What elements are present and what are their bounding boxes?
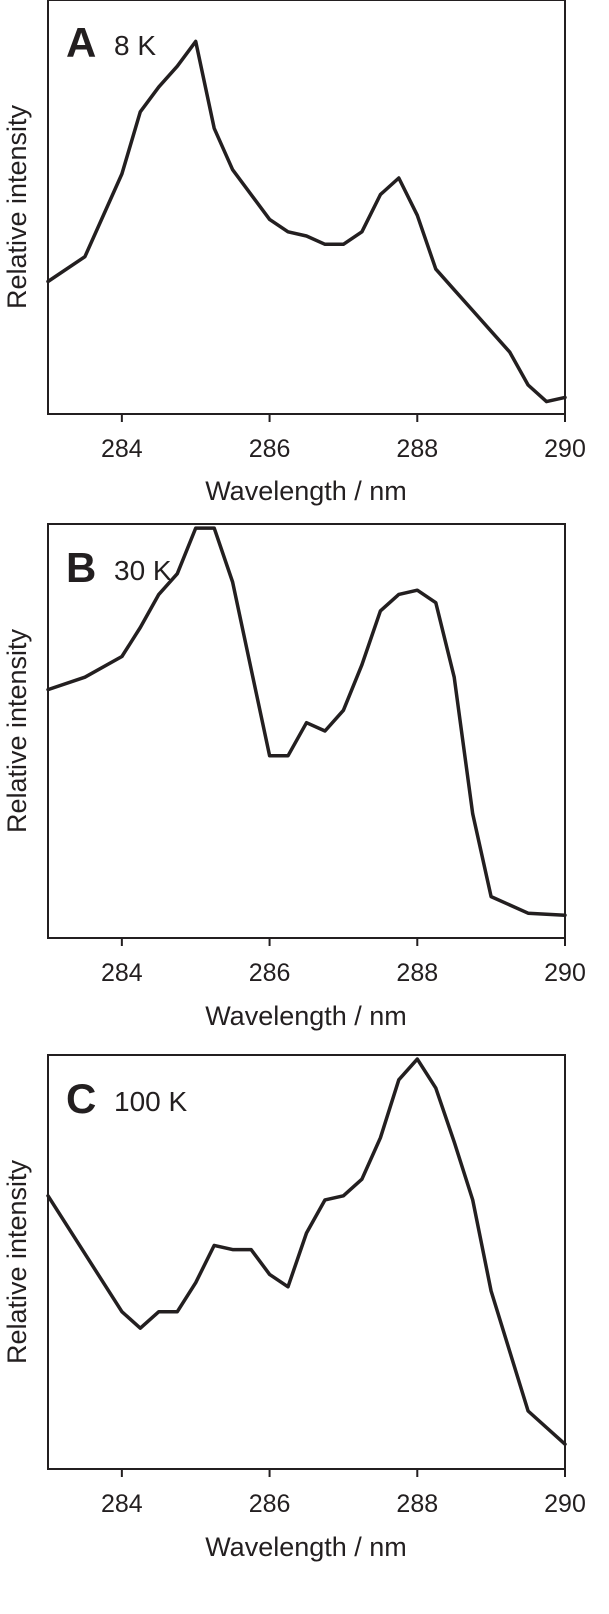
x-ticks bbox=[120, 1469, 566, 1477]
series-line bbox=[46, 526, 567, 917]
x-tick-label: 290 bbox=[544, 959, 586, 987]
y-axis-label: Relative intensity bbox=[2, 1159, 32, 1364]
panel-letter: C bbox=[66, 1075, 96, 1122]
x-tick-label: 286 bbox=[249, 1490, 291, 1518]
x-ticks bbox=[120, 414, 566, 422]
x-tick-labels: 284 286 288 290 bbox=[101, 435, 586, 463]
panel-a: A 8 K 284 286 288 290 Wavelength / nm Relat… bbox=[2, 0, 586, 506]
panel-temperature: 8 K bbox=[114, 30, 156, 61]
x-tick-label: 290 bbox=[544, 1490, 586, 1518]
panel-letter: A bbox=[66, 19, 96, 66]
y-axis-label: Relative intensity bbox=[2, 628, 32, 833]
plot-frame bbox=[47, 1054, 566, 1470]
series-line bbox=[46, 39, 567, 404]
x-tick-label: 286 bbox=[249, 435, 291, 463]
panel-temperature: 100 K bbox=[114, 1086, 187, 1117]
x-tick-label: 288 bbox=[396, 1490, 438, 1518]
x-axis-label: Wavelength / nm bbox=[205, 1532, 407, 1562]
series-line bbox=[46, 1057, 567, 1446]
panel-letter: B bbox=[66, 544, 96, 591]
x-tick-labels: 284 286 288 290 bbox=[101, 959, 586, 987]
x-tick-label: 290 bbox=[544, 435, 586, 463]
y-axis-label: Relative intensity bbox=[2, 104, 32, 309]
x-tick-label: 284 bbox=[101, 435, 143, 463]
x-tick-label: 284 bbox=[101, 959, 143, 987]
panel-b: B 30 K 284 286 288 290 Wavelength / nm Rela… bbox=[2, 523, 586, 1031]
x-ticks bbox=[120, 938, 566, 946]
x-axis-label: Wavelength / nm bbox=[205, 1001, 407, 1031]
x-tick-label: 288 bbox=[396, 435, 438, 463]
plot-frame bbox=[47, 523, 566, 939]
x-tick-label: 286 bbox=[249, 959, 291, 987]
x-axis-label: Wavelength / nm bbox=[205, 476, 407, 506]
panel-c: C 100 K 284 286 288 290 Wavelength / nm Rel… bbox=[2, 1054, 586, 1562]
plot-frame bbox=[47, 0, 566, 415]
x-tick-label: 288 bbox=[396, 959, 438, 987]
panel-temperature: 30 K bbox=[114, 555, 172, 586]
x-tick-label: 284 bbox=[101, 1490, 143, 1518]
x-tick-labels: 284 286 288 290 bbox=[101, 1490, 586, 1518]
